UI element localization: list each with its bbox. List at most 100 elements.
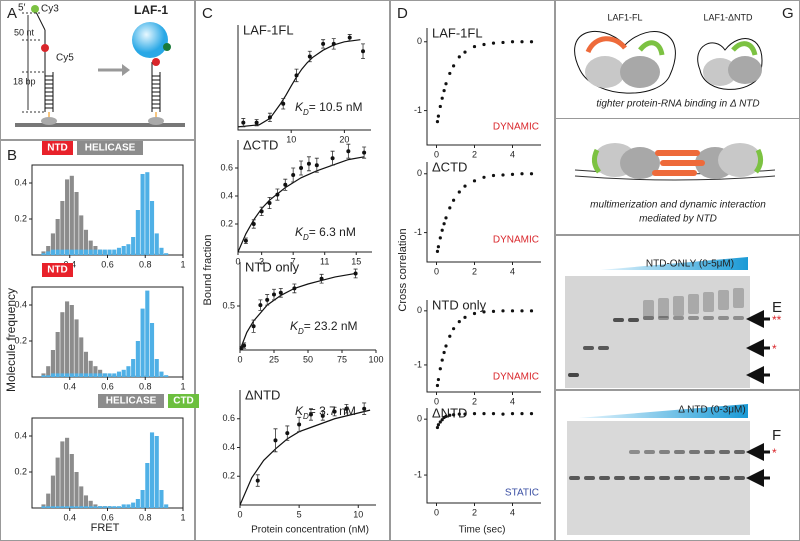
label: Cy5 <box>56 53 74 64</box>
domain <box>728 56 762 84</box>
histogram-bar <box>83 249 89 255</box>
histogram-bar <box>131 502 136 508</box>
point <box>448 71 452 76</box>
histogram-bar <box>88 240 93 255</box>
arrow-head <box>122 64 130 76</box>
point <box>254 120 259 125</box>
point <box>463 412 467 416</box>
point <box>452 327 456 331</box>
point <box>457 55 461 59</box>
histogram-bar <box>83 495 89 508</box>
gel-band <box>643 316 654 320</box>
histogram-bar <box>88 500 93 508</box>
histogram-bar <box>149 201 155 255</box>
point <box>259 209 264 214</box>
histogram-bar <box>88 249 93 255</box>
histogram-bar <box>69 249 74 255</box>
y-tick-label: 0.4 <box>14 430 27 440</box>
x-tick-label: 0 <box>434 266 439 276</box>
histogram-bar <box>116 247 122 255</box>
axes <box>426 28 541 146</box>
point <box>361 49 366 54</box>
x-tick-label: 2 <box>472 149 477 159</box>
histogram-bar <box>98 249 103 255</box>
histogram-bar <box>79 249 84 255</box>
x-tick-label: 0.8 <box>139 381 152 391</box>
gel-band <box>644 450 655 454</box>
point <box>457 190 461 194</box>
legend-tag <box>42 263 73 277</box>
gel-band <box>583 346 594 350</box>
ctd <box>638 40 665 56</box>
point <box>267 115 272 120</box>
point <box>251 324 256 329</box>
histogram-bar <box>69 305 74 377</box>
histogram-bar <box>112 506 117 508</box>
gel-band <box>704 450 715 454</box>
label: 50 nt <box>14 27 35 37</box>
point <box>529 411 534 416</box>
annotation-part: = 23.2 nM <box>304 319 358 333</box>
histogram-bar <box>112 249 117 255</box>
point <box>435 249 440 254</box>
cy5-dot <box>41 44 49 52</box>
caption: tighter protein-RNA binding in Δ NTD <box>596 99 759 110</box>
histogram-bar <box>159 247 164 255</box>
ctd <box>591 148 602 174</box>
histogram-bar <box>65 301 70 377</box>
chart: 0 3 7 11 15 0.2 0.4 0.6 ΔCTD KD= 6.3 nM <box>220 137 372 266</box>
histogram-bar <box>154 436 159 508</box>
point <box>440 418 444 422</box>
point <box>273 438 278 443</box>
point <box>444 414 448 418</box>
annotation: KD= 3.7 nM <box>295 404 356 420</box>
surface <box>15 123 185 127</box>
histogram-bar <box>46 375 51 377</box>
gel-title: NTD-ONLY (0-5μM) <box>646 259 734 270</box>
strand <box>34 9 46 31</box>
histogram-bar <box>121 246 126 255</box>
x-tick-label: 3 <box>259 256 264 266</box>
histogram-bar <box>83 506 89 508</box>
histogram-bar <box>55 219 60 255</box>
x-axis-label: Protein concentration (nM) <box>251 525 369 536</box>
histogram-bar <box>74 192 79 255</box>
point <box>436 114 440 118</box>
annotation-part: D <box>303 233 309 242</box>
gradient-triangle <box>578 404 748 418</box>
x-tick-label: 1 <box>180 259 185 269</box>
histogram-bar <box>55 506 60 508</box>
gel-band <box>688 294 699 314</box>
legend-label: NTD <box>47 143 68 154</box>
point <box>457 412 461 416</box>
ctd <box>731 41 758 56</box>
gel-band <box>733 288 744 308</box>
gel-band <box>674 450 685 454</box>
x-axis-label: FRET <box>91 522 120 534</box>
label: Cy3 <box>41 4 59 15</box>
y-tick-label: 0 <box>417 414 422 424</box>
domain <box>585 56 625 88</box>
x-tick-label: 1 <box>180 381 185 391</box>
histogram-bar <box>154 233 159 255</box>
point <box>319 276 324 281</box>
x-tick-label: 4 <box>510 149 515 159</box>
point <box>482 42 486 47</box>
gel-band <box>718 316 729 320</box>
x-tick-label: 4 <box>510 507 515 517</box>
point <box>520 309 524 313</box>
gel-band <box>598 346 609 350</box>
histogram-bar <box>93 373 98 377</box>
ctd <box>753 148 764 174</box>
histogram-bar <box>50 506 55 508</box>
histogram-bar <box>145 172 150 255</box>
histogram-bar <box>74 472 79 508</box>
histogram-bar <box>50 373 55 377</box>
histogram-bar <box>126 366 131 377</box>
point <box>321 41 326 46</box>
point <box>283 182 288 187</box>
legend-label: CTD <box>173 396 194 407</box>
legend-label: HELICASE <box>106 396 157 407</box>
gel-band <box>689 476 700 480</box>
histogram-bar <box>69 506 74 508</box>
